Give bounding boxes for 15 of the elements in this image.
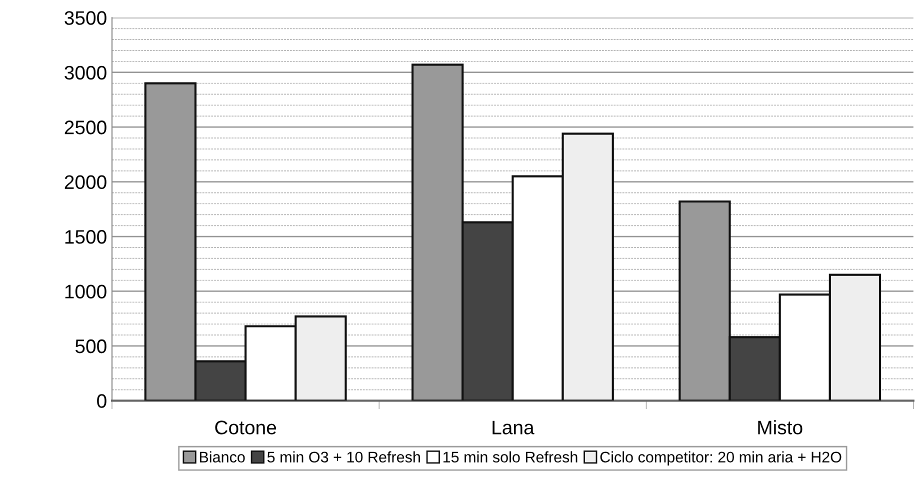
y-tick-label: 500 <box>75 339 106 354</box>
legend-label: 5 min O3 + 10 Refresh <box>267 451 420 463</box>
y-tick-label: 0 <box>97 394 106 408</box>
legend-label: Bianco <box>200 451 245 463</box>
x-tick-label: Misto <box>758 420 802 434</box>
x-tick-label: Lana <box>492 420 534 434</box>
y-tick-label: 1000 <box>65 284 106 298</box>
y-tick-label: 1500 <box>65 230 106 244</box>
y-tick-label: 2500 <box>64 120 106 134</box>
legend-label: Ciclo competitor: 20 min aria + H2O <box>600 451 842 466</box>
y-tick-label: 3500 <box>64 11 106 25</box>
y-tick-label: 2000 <box>64 175 106 190</box>
legend-label: 15 min solo Refresh <box>443 451 578 463</box>
x-tick-label: Cotone <box>215 420 276 434</box>
y-tick-label: 3000 <box>64 66 106 80</box>
